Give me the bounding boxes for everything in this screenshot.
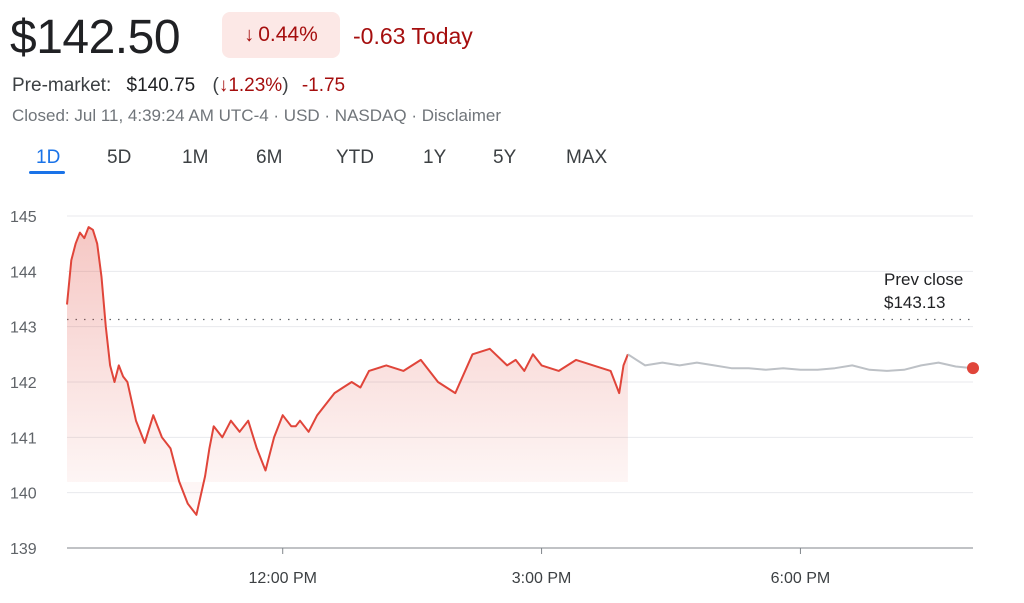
prev-close-label: Prev close <box>884 270 963 289</box>
last-price-dot[interactable] <box>967 362 979 375</box>
market-status: Closed: Jul 11, 4:39:24 AM UTC-4 · USD ·… <box>12 106 502 125</box>
premarket-paren-close: ) <box>282 75 289 96</box>
y-tick-label: 140 <box>10 486 37 503</box>
tab-1m[interactable]: 1M <box>182 147 209 168</box>
regular-session-area <box>67 227 628 515</box>
y-tick-label: 143 <box>10 320 37 337</box>
tab-6m[interactable]: 6M <box>256 147 283 168</box>
premarket-price: $140.75 <box>126 75 196 96</box>
price-chart: 139 140 141 142 143 144 145 12:00 PM 3:00 PM 6:0… <box>10 209 979 587</box>
active-tab-indicator <box>29 171 65 174</box>
arrow-down-icon: ↓ <box>244 23 255 46</box>
regular-session-line <box>66 226 629 516</box>
tab-ytd[interactable]: YTD <box>336 147 374 168</box>
y-tick-label: 139 <box>10 541 37 558</box>
range-tabs: 1D 5D 1M 6M YTD 1Y 5Y MAX <box>0 140 700 180</box>
y-tick-label: 145 <box>10 209 37 226</box>
x-tick-label: 3:00 PM <box>512 570 572 587</box>
y-tick-label: 141 <box>10 430 37 447</box>
change-today: -0.63 Today <box>353 23 473 49</box>
change-percent-badge: ↓ 0.44% <box>222 12 340 58</box>
tab-5y[interactable]: 5Y <box>493 147 517 168</box>
premarket-percent: (↓1.23%) <box>213 75 289 96</box>
premarket-label: Pre-market: <box>12 75 112 96</box>
premarket-percent-value: 1.23% <box>228 75 283 96</box>
tab-5d[interactable]: 5D <box>107 147 132 168</box>
y-tick-label: 142 <box>10 375 37 392</box>
after-hours-line <box>627 353 974 372</box>
prev-close-value: $143.13 <box>884 293 945 312</box>
tab-1y[interactable]: 1Y <box>423 147 447 168</box>
y-tick-label: 144 <box>10 264 37 281</box>
premarket-change: -1.75 <box>301 75 346 96</box>
change-percent: 0.44% <box>258 23 318 46</box>
premarket-paren-open: ( <box>212 75 219 96</box>
tab-1d[interactable]: 1D <box>36 147 61 168</box>
x-tick-label: 6:00 PM <box>771 570 831 587</box>
premarket-row: Pre-market: $140.75 (↓1.23%) -1.75 <box>12 74 345 98</box>
arrow-down-icon: ↓ <box>218 75 229 96</box>
stock-price: $142.50 <box>10 11 181 64</box>
tab-max[interactable]: MAX <box>566 147 608 168</box>
x-tick-label: 12:00 PM <box>248 570 316 587</box>
